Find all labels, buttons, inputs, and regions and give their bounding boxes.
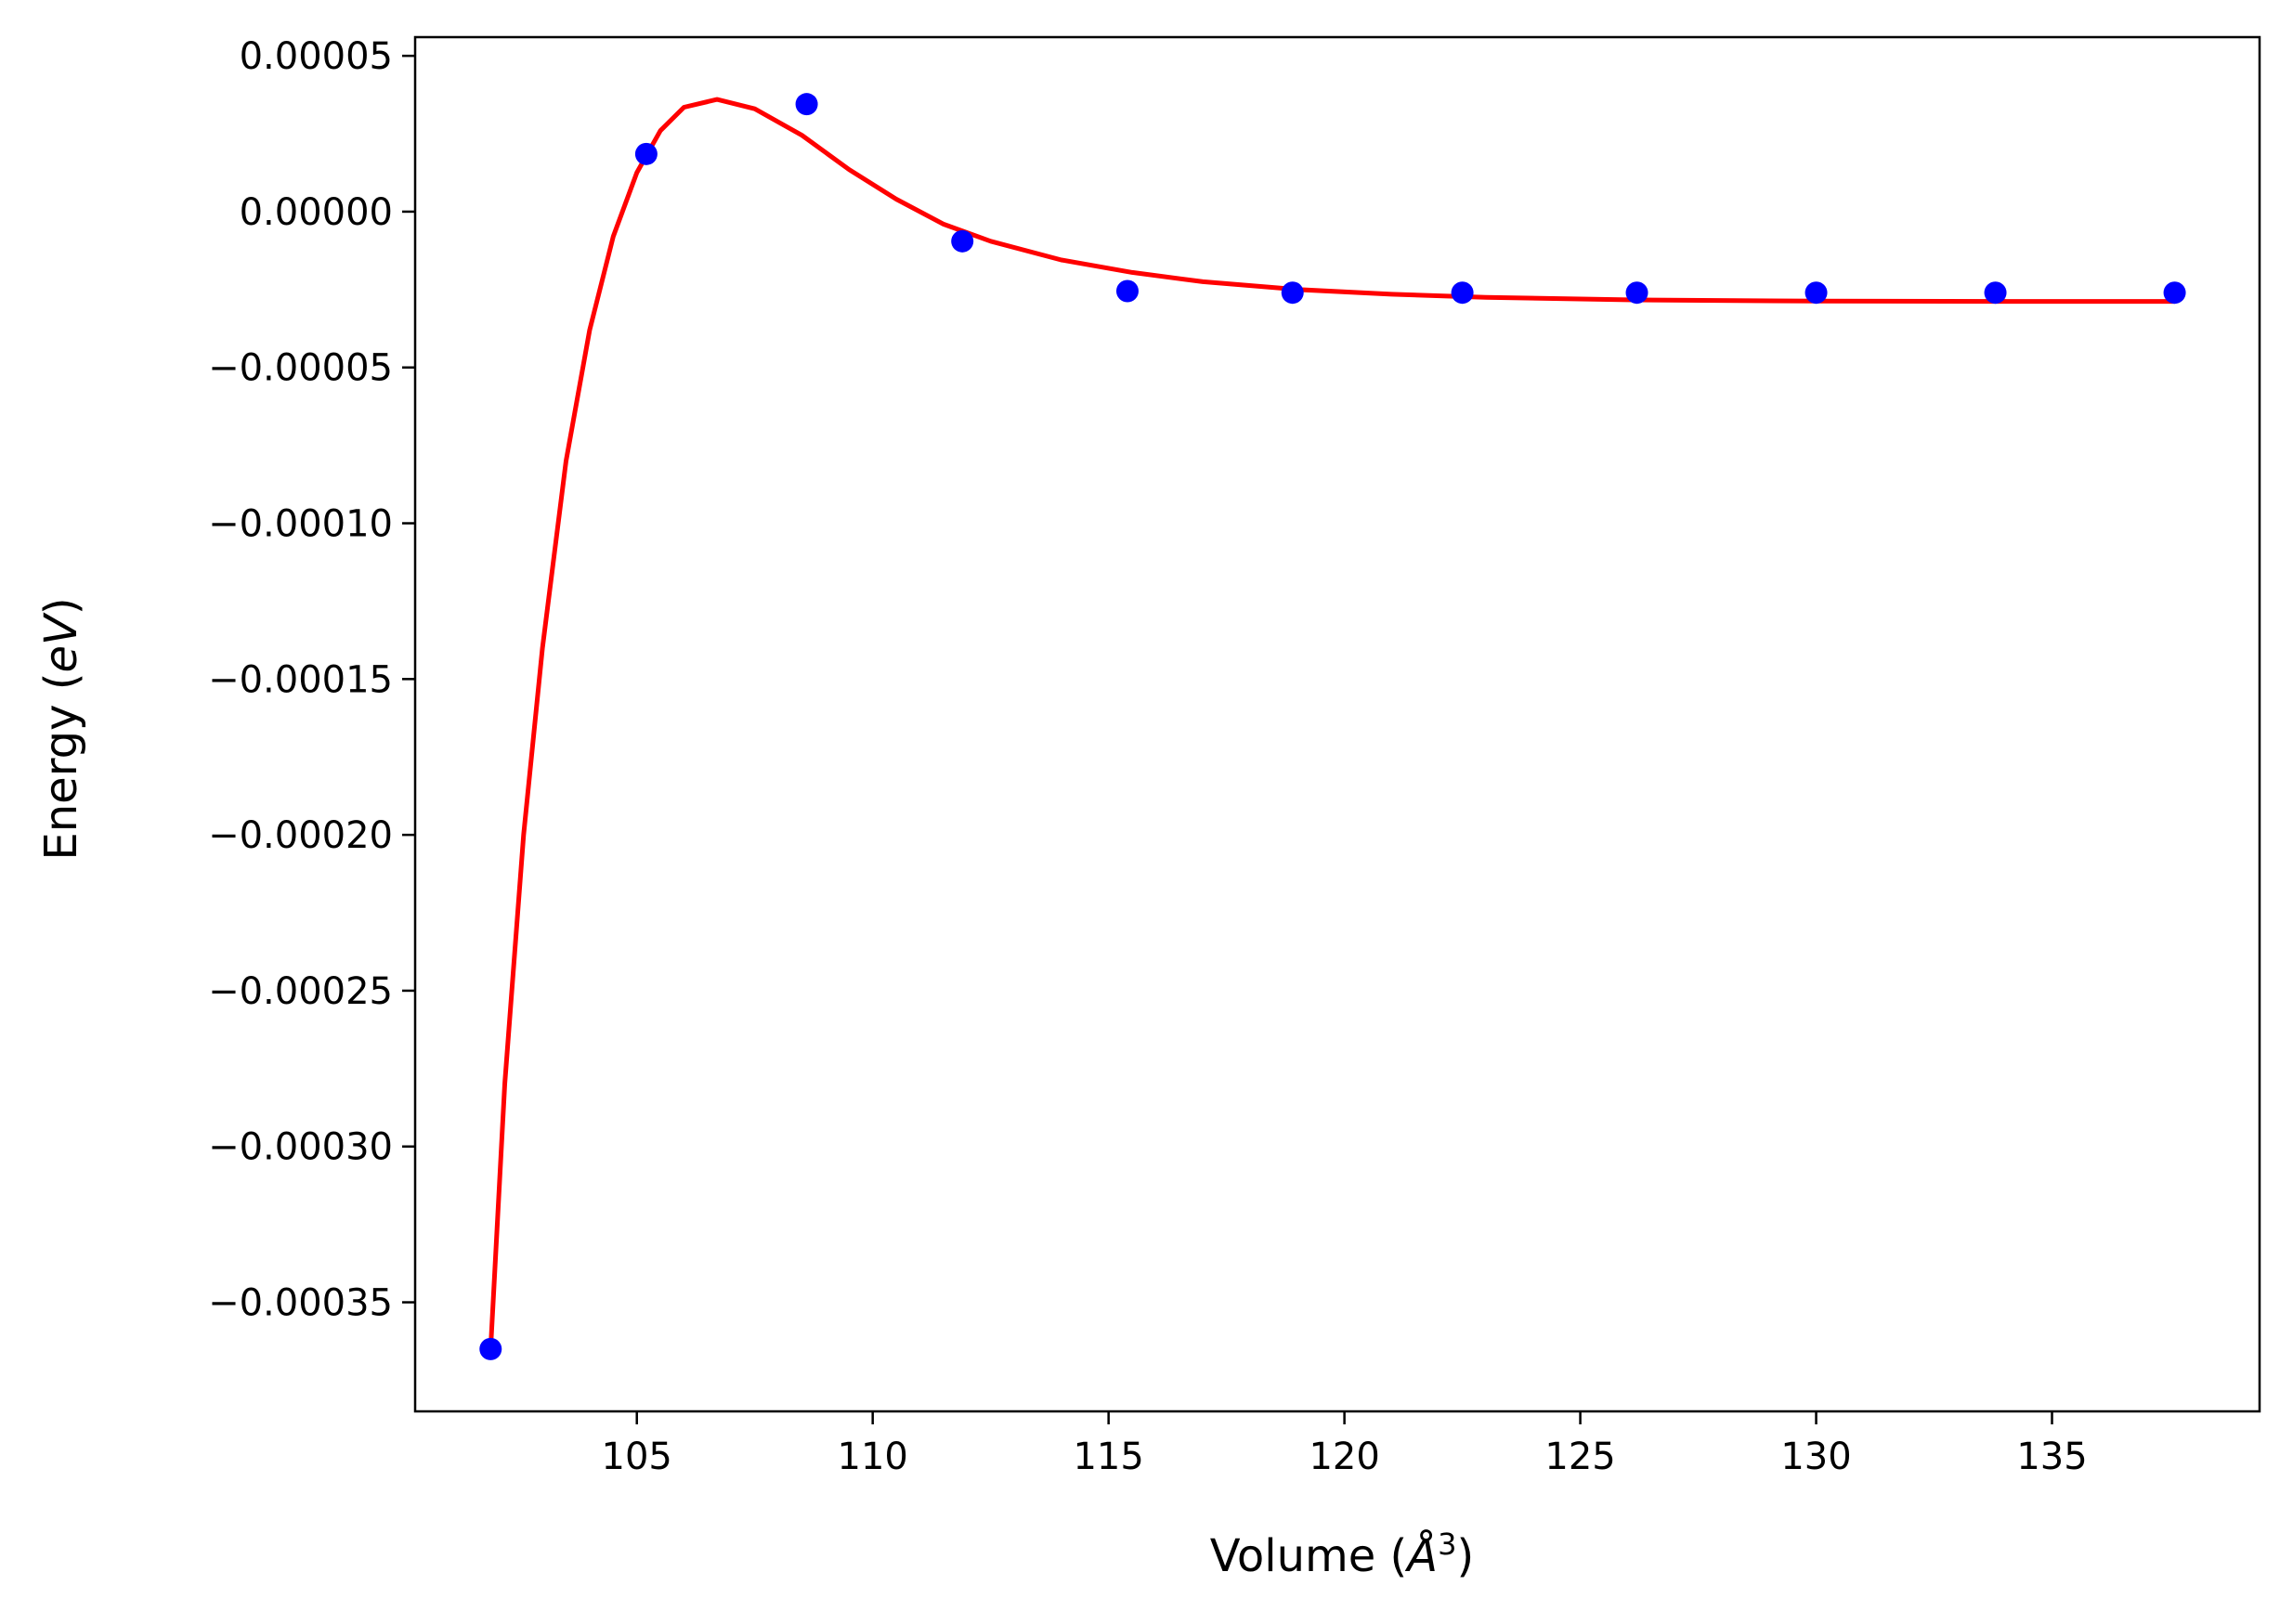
data-point — [1984, 281, 2007, 305]
x-tick-label: 105 — [602, 1436, 672, 1478]
data-point — [951, 229, 974, 253]
y-tick-label: −0.00010 — [208, 503, 393, 546]
y-tick-label: −0.00030 — [208, 1126, 393, 1169]
x-tick-label: 115 — [1073, 1436, 1143, 1478]
y-tick-label: −0.00005 — [208, 347, 393, 390]
x-tick-label: 125 — [1544, 1436, 1615, 1478]
y-axis-label-pre: Energy ( — [35, 673, 87, 861]
x-axis-label: Volume (Å3) — [1210, 1527, 1474, 1582]
axes-frame — [413, 35, 2261, 1413]
y-axis-label-symbol: eV — [35, 612, 87, 673]
y-tick-label: −0.00025 — [208, 970, 393, 1013]
x-tick-label: 130 — [1780, 1436, 1851, 1478]
y-tick-label: −0.00015 — [208, 658, 393, 701]
y-axis: 0.00005 0.00000 −0.00005 −0.00010 −0.00015 −0… — [208, 35, 415, 1325]
y-tick-label: 0.00005 — [240, 35, 393, 78]
x-axis-label-pre: Volume ( — [1210, 1530, 1408, 1582]
y-tick-label: −0.00035 — [208, 1282, 393, 1325]
x-tick-label: 110 — [838, 1436, 908, 1478]
y-axis-label-post: ) — [35, 597, 87, 615]
x-axis: 105 110 115 120 125 130 135 — [602, 1411, 2088, 1478]
data-point — [1451, 281, 1474, 305]
y-axis-label: Energy (eV) — [35, 597, 87, 860]
data-point — [1625, 281, 1648, 305]
y-tick-label: −0.00020 — [208, 814, 393, 857]
data-point — [634, 142, 658, 165]
x-axis-label-superscript: 3 — [1438, 1527, 1456, 1562]
data-point — [1115, 279, 1139, 303]
data-point — [1281, 281, 1304, 305]
data-point — [795, 93, 818, 116]
data-point — [479, 1337, 502, 1360]
data-point — [1804, 281, 1828, 305]
plot-layer — [479, 93, 2186, 1360]
x-tick-label: 135 — [2016, 1436, 2087, 1478]
x-tick-label: 120 — [1309, 1436, 1379, 1478]
data-point — [2163, 281, 2186, 305]
x-axis-label-symbol: Å — [1404, 1529, 1438, 1582]
y-tick-label: 0.00000 — [240, 191, 393, 234]
x-axis-label-post: ) — [1456, 1530, 1474, 1582]
